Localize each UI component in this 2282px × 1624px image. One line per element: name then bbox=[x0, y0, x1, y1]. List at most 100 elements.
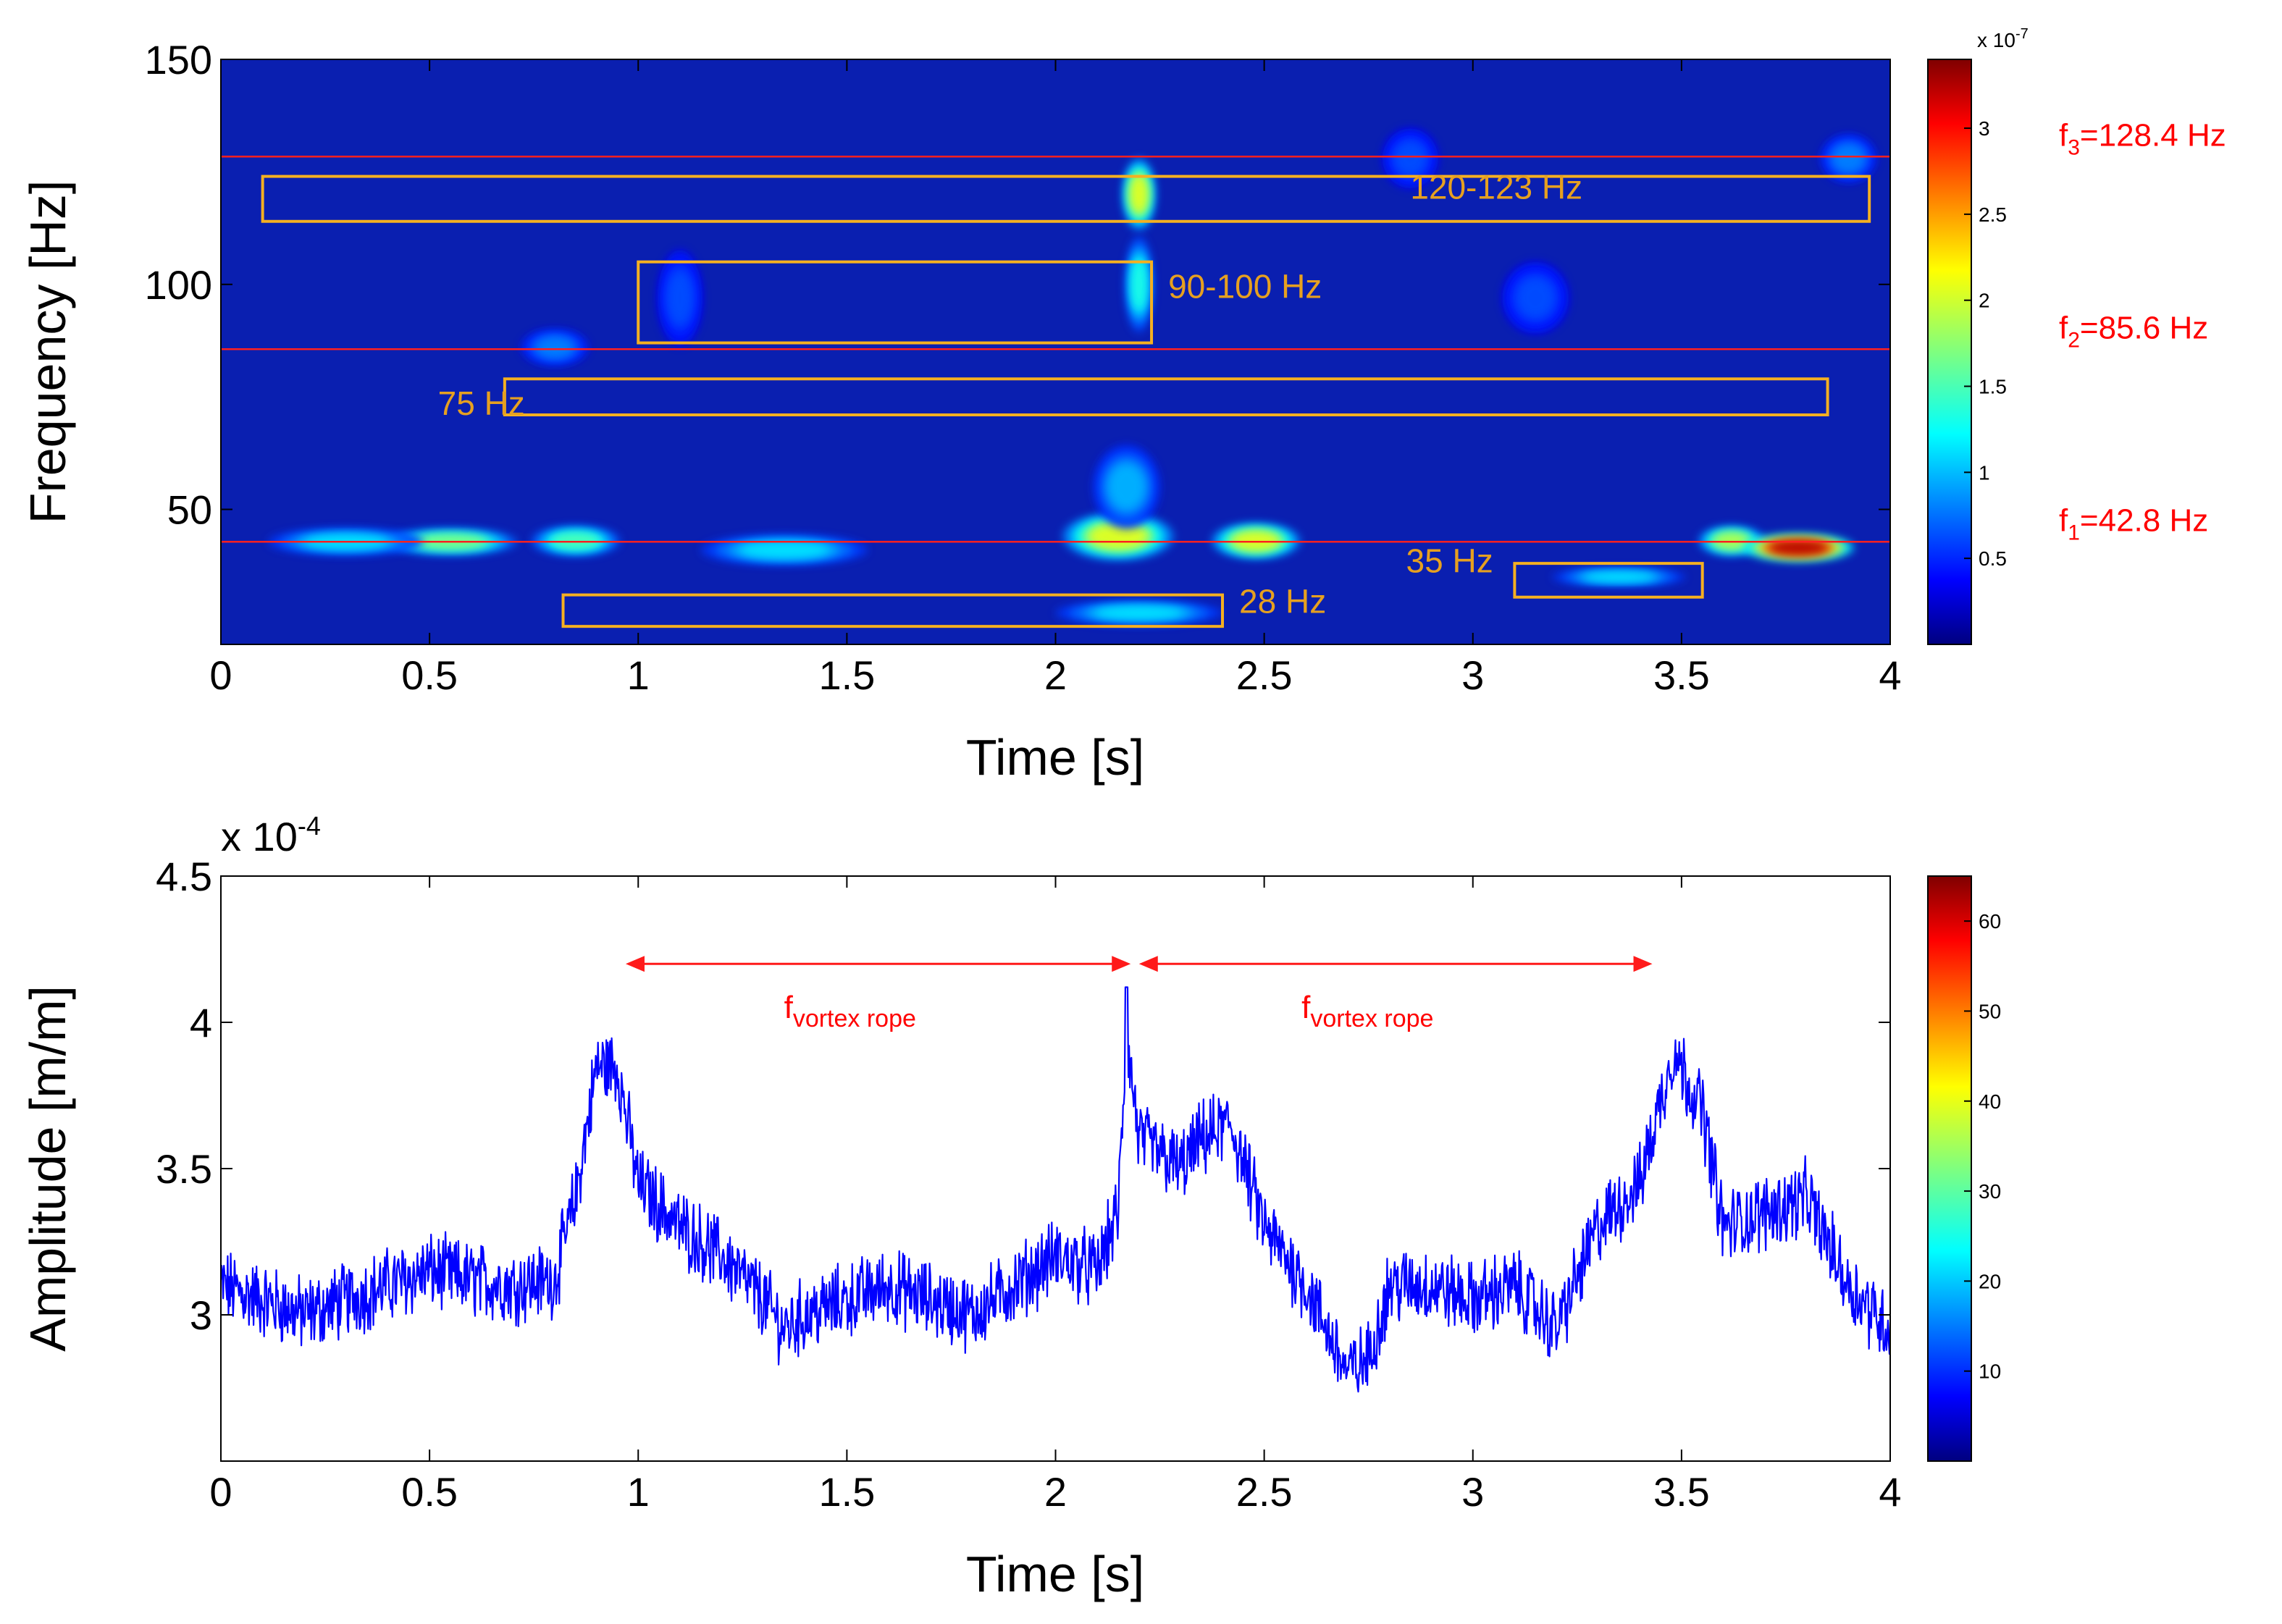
amplitude-plot: fvortex rope fvortex rope 0 0.5 1 1.5 2 2.5 3 3.… bbox=[20, 811, 1902, 1602]
amplitude-colorbar-tick-label-4: 50 bbox=[1979, 1000, 2001, 1022]
hot-spot-16-layer-3 bbox=[1834, 146, 1863, 172]
spectrogram-background bbox=[221, 59, 1890, 644]
vortex-rope-label-symbol: f bbox=[784, 990, 794, 1025]
spectrogram-colorbar-tick-label-3: 2 bbox=[1979, 290, 1990, 312]
amplitude-y-exponent-base: x 10 bbox=[221, 814, 298, 859]
frequency-lines bbox=[221, 156, 1890, 543]
spectrogram-colorbar-tick-label-2: 1.5 bbox=[1979, 376, 2007, 398]
amplitude-y-tick-label-3: 4.5 bbox=[156, 854, 212, 899]
vortex-rope-arrow-head-right-1 bbox=[1633, 956, 1653, 972]
annotation-box-0 bbox=[261, 174, 1871, 223]
spectrogram-y-ticks: 50 100 150 bbox=[145, 37, 1890, 533]
amplitude-x-tick-label-0: 0 bbox=[209, 1469, 232, 1515]
hot-spot-4-layer-3 bbox=[1088, 523, 1148, 550]
amplitude-colorbar-tick-label-5: 60 bbox=[1979, 910, 2001, 933]
vortex-rope-arrows: fvortex rope fvortex rope bbox=[625, 956, 1653, 1032]
spectrogram-y-tick-label-1: 100 bbox=[145, 262, 212, 308]
vortex-rope-arrow-label-1: fvortex rope bbox=[1301, 990, 1433, 1032]
spectrogram-colorbar-tick-label-1: 1 bbox=[1979, 461, 1990, 484]
amplitude-x-tick-label-5: 2.5 bbox=[1236, 1469, 1293, 1515]
amplitude-series-line bbox=[221, 986, 1890, 1393]
annotation-box-3 bbox=[561, 593, 1224, 628]
amplitude-x-tick-label-7: 3.5 bbox=[1653, 1469, 1710, 1515]
amplitude-colorbar-ticks: 10 20 30 40 50 60 bbox=[1964, 910, 2001, 1383]
amplitude-x-tick-label-3: 1.5 bbox=[818, 1469, 875, 1515]
amplitude-x-tick-label-4: 2 bbox=[1044, 1469, 1067, 1515]
amplitude-y-ticks: 3 3.5 4 4.5 bbox=[156, 854, 1890, 1338]
vortex-rope-arrow-head-left-0 bbox=[625, 956, 645, 972]
spectrogram-x-tick-label-8: 4 bbox=[1879, 652, 1901, 698]
vortex-rope-arrow-label-0: fvortex rope bbox=[784, 990, 916, 1032]
hot-spot-17-layer-3 bbox=[1396, 142, 1425, 174]
spectrogram-colorbar-exponent-base: x 10 bbox=[1977, 29, 2015, 51]
frequency-line-label-subscript: 1 bbox=[2068, 521, 2080, 544]
hot-spot-9-layer-3 bbox=[1130, 175, 1148, 214]
frequency-line-label-subscript: 2 bbox=[2068, 328, 2080, 352]
spectrogram-x-ticks: 0 0.5 1 1.5 2 2.5 3 3.5 4 bbox=[209, 59, 1902, 698]
amplitude-colorbar-tick-label-1: 20 bbox=[1979, 1270, 2001, 1292]
amplitude-y-exponent: x 10-4 bbox=[221, 811, 321, 859]
hot-spot-11-layer-3 bbox=[1095, 606, 1183, 620]
vortex-rope-arrow-head-left-1 bbox=[1138, 956, 1158, 972]
spectrogram-y-axis-title: Frequency [Hz] bbox=[20, 180, 76, 524]
spectrogram-colorbar-exponent: x 10-7 bbox=[1977, 26, 2029, 51]
hot-spot-13-layer-3 bbox=[537, 337, 573, 357]
amplitude-y-tick-label-1: 3.5 bbox=[156, 1146, 212, 1192]
spectrogram-x-tick-label-1: 0.5 bbox=[401, 652, 458, 698]
spectrogram-colorbar-exponent-power: -7 bbox=[2015, 26, 2029, 42]
vortex-rope-label-symbol: f bbox=[1301, 990, 1311, 1025]
amplitude-x-tick-label-8: 4 bbox=[1879, 1469, 1901, 1515]
amplitude-colorbar-tick-label-2: 30 bbox=[1979, 1180, 2001, 1203]
amplitude-x-tick-label-1: 0.5 bbox=[401, 1469, 458, 1515]
vortex-rope-label-subscript: vortex rope bbox=[793, 1005, 916, 1032]
frequency-line-label-value: =128.4 Hz bbox=[2080, 117, 2226, 153]
spectrogram-x-tick-label-2: 1 bbox=[627, 652, 650, 698]
amplitude-colorbar: 10 20 30 40 50 60 bbox=[1927, 875, 2001, 1462]
amplitude-plot-background bbox=[221, 876, 1890, 1461]
spectrogram-x-tick-label-4: 2 bbox=[1044, 652, 1067, 698]
spectrogram-x-tick-label-3: 1.5 bbox=[818, 652, 875, 698]
spectrogram-marks bbox=[268, 128, 1876, 626]
amplitude-y-tick-label-0: 3 bbox=[190, 1292, 212, 1338]
annotation-box-2 bbox=[503, 377, 1829, 417]
frequency-line-label-value: =85.6 Hz bbox=[2080, 310, 2208, 345]
amplitude-y-tick-label-2: 4 bbox=[190, 1000, 212, 1045]
amplitude-colorbar-tick-label-0: 10 bbox=[1979, 1360, 2001, 1383]
frequency-line-label-symbol: f bbox=[2059, 502, 2068, 538]
frequency-line-label-subscript: 3 bbox=[2068, 135, 2080, 159]
hot-spot-3-layer-3 bbox=[740, 542, 829, 558]
hot-spot-10-layer-3 bbox=[1131, 258, 1146, 310]
annotation-box-label-2: 75 Hz bbox=[438, 384, 525, 422]
hot-spot-15-layer-3 bbox=[1517, 279, 1553, 317]
spectrogram-colorbar-ticks: 0.5 1 1.5 2 2.5 3 bbox=[1964, 117, 2007, 570]
spectrogram-x-tick-label-0: 0 bbox=[209, 652, 232, 698]
hot-spot-5-layer-3 bbox=[1109, 465, 1144, 509]
annotation-boxes: 120-123 Hz 90-100 Hz 75 Hz 28 Hz 35 Hz bbox=[261, 169, 1871, 628]
annotation-box-4 bbox=[1513, 562, 1704, 599]
frequency-line-label-3: f3=128.4 Hz bbox=[2059, 117, 2226, 159]
spectrogram-x-tick-label-5: 2.5 bbox=[1236, 652, 1293, 698]
amplitude-colorbar-gradient bbox=[1927, 875, 1972, 1462]
frequency-line-label-2: f2=85.6 Hz bbox=[2059, 310, 2208, 352]
frequency-line-label-value: =42.8 Hz bbox=[2080, 502, 2208, 538]
annotation-box-label-0: 120-123 Hz bbox=[1410, 169, 1582, 206]
vortex-rope-arrow-head-right-0 bbox=[1112, 956, 1131, 972]
frequency-line-label-symbol: f bbox=[2059, 117, 2068, 153]
spectrogram-x-axis-title: Time [s] bbox=[966, 729, 1144, 786]
spectrogram-colorbar-tick-label-4: 2.5 bbox=[1979, 203, 2007, 226]
spectrogram-plot: 120-123 Hz 90-100 Hz 75 Hz 28 Hz 35 Hz 0 0.5 1… bbox=[20, 37, 2226, 786]
spectrogram-colorbar-tick-label-5: 3 bbox=[1979, 117, 1990, 140]
amplitude-y-exponent-power: -4 bbox=[298, 811, 321, 841]
annotation-box-label-1: 90-100 Hz bbox=[1168, 267, 1322, 305]
frequency-line-label-1: f1=42.8 Hz bbox=[2059, 502, 2208, 544]
hot-spot-8-layer-3 bbox=[1769, 540, 1828, 555]
amplitude-x-tick-label-6: 3 bbox=[1461, 1469, 1484, 1515]
annotation-box-label-4: 35 Hz bbox=[1406, 542, 1493, 580]
frequency-line-label-symbol: f bbox=[2059, 310, 2068, 345]
spectrogram-y-tick-label-0: 50 bbox=[167, 487, 212, 533]
spectrogram-colorbar-tick-label-0: 0.5 bbox=[1979, 547, 2007, 570]
annotation-box-1 bbox=[637, 260, 1154, 345]
annotation-box-label-3: 28 Hz bbox=[1239, 582, 1326, 620]
